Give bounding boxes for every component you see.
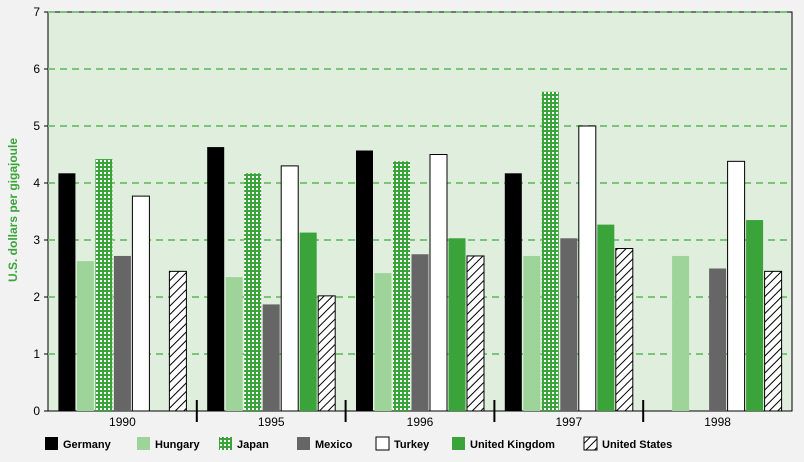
legend-label: United States [602,439,672,451]
legend-swatch [45,437,58,450]
bar [317,295,336,412]
legend-label: Turkey [394,439,430,451]
bars [58,91,783,412]
legend-swatch [375,436,390,451]
bar [393,161,410,411]
bar [448,238,466,411]
y-tick-label: 2 [33,290,40,304]
legend-swatch [137,437,150,450]
legend: Germany Hungary Japan Mexico Turkey United Ki… [45,436,672,451]
x-tick-label: 1990 [109,415,136,429]
legend-label: United Kingdom [470,439,555,451]
bar [709,268,727,411]
bar [727,160,746,412]
bar [131,195,150,412]
x-tick-label: 1998 [704,415,731,429]
bar [244,173,262,411]
bar [207,147,225,411]
bar [429,154,448,412]
bar [672,255,690,411]
y-axis-label: U.S. dollars per gigajoule [6,138,20,282]
bar [597,224,615,411]
bar [560,238,578,411]
y-tick-label: 7 [33,5,40,19]
bar [168,270,187,412]
bar [113,255,131,411]
legend-label: Hungary [155,439,201,451]
bar [764,270,783,412]
bar [299,232,317,411]
bar [578,125,597,412]
y-axis: 0 1 2 3 4 5 6 7 [33,5,48,418]
legend-label: Mexico [315,439,353,451]
legend-swatch [583,436,598,451]
bar [615,248,634,412]
legend-label: Japan [237,439,269,451]
bar [58,173,76,411]
x-tick-label: 1996 [407,415,434,429]
bar [504,173,522,411]
legend-swatch [452,437,465,450]
bar [374,273,392,411]
y-tick-label: 4 [33,176,40,190]
y-tick-label: 6 [33,62,40,76]
bar [76,261,94,411]
bar [411,254,429,411]
legend-swatch [297,437,310,450]
x-tick-label: 1995 [258,415,285,429]
bar [466,255,485,412]
bar [95,159,113,411]
bar [262,304,280,411]
bar [746,220,764,411]
legend-swatch [219,437,232,450]
bar [541,91,559,412]
bar [225,277,243,411]
bar [523,255,541,411]
y-tick-label: 1 [33,347,40,361]
x-tick-label: 1997 [555,415,582,429]
y-tick-label: 0 [33,404,40,418]
bar [280,165,299,412]
bar [356,150,373,411]
y-tick-label: 3 [33,233,40,247]
legend-label: Germany [63,439,112,451]
y-tick-label: 5 [33,119,40,133]
x-axis: 1990 1995 1996 1997 1998 [109,400,731,429]
